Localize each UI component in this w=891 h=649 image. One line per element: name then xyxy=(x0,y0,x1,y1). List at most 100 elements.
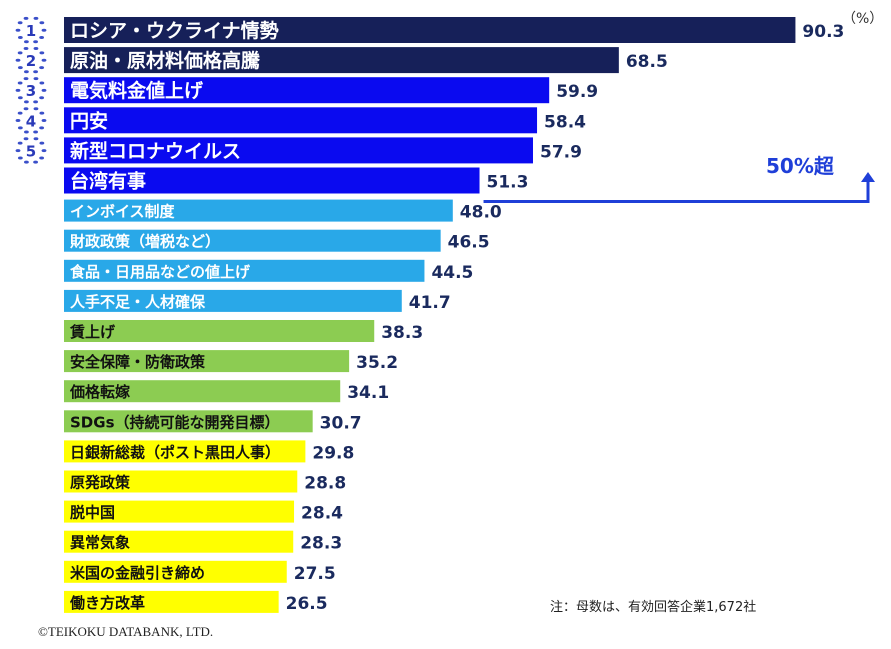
laurel-leaf xyxy=(33,70,38,74)
category-label: 円安 xyxy=(70,109,108,132)
bar xyxy=(64,137,533,164)
laurel-leaf xyxy=(23,47,29,51)
laurel-leaf xyxy=(33,47,39,51)
laurel-leaf xyxy=(39,81,45,85)
bars xyxy=(64,17,796,613)
category-labels: ロシア・ウクライナ情勢原油・原材料価格高騰電気料金値上げ円安新型コロナウイルス台… xyxy=(69,19,280,612)
rank-number: 1 xyxy=(26,22,36,40)
threshold-arrow xyxy=(483,172,875,203)
value-label: 27.5 xyxy=(294,564,336,584)
value-label: 57.9 xyxy=(540,142,582,162)
category-label: 台湾有事 xyxy=(70,170,146,193)
value-label: 46.5 xyxy=(448,233,490,253)
laurel-leaf xyxy=(33,77,39,81)
value-label: 48.0 xyxy=(460,203,502,223)
copyright-credit: ©TEIKOKU DATABANK, LTD. xyxy=(38,624,214,639)
rank-badge: 3 xyxy=(15,77,47,104)
laurel-leaf xyxy=(15,149,21,153)
category-label: 異常気象 xyxy=(70,534,130,552)
laurel-leaf xyxy=(15,88,21,92)
value-label: 51.3 xyxy=(487,173,529,193)
laurel-leaf xyxy=(39,156,45,160)
laurel-leaf xyxy=(39,36,45,40)
laurel-leaf xyxy=(15,119,21,123)
laurel-leaf xyxy=(41,28,47,32)
bar xyxy=(64,47,619,74)
category-label: 価格転嫁 xyxy=(69,383,130,401)
laurel-leaf xyxy=(17,66,23,70)
laurel-leaf xyxy=(17,36,23,40)
laurel-leaf xyxy=(17,96,23,100)
bar xyxy=(64,590,279,613)
value-label: 68.5 xyxy=(626,52,668,72)
unit-label: （%） xyxy=(842,11,884,27)
bar xyxy=(64,530,294,553)
laurel-leaf xyxy=(23,16,29,20)
value-labels: 90.3 68.5 59.9 58.4 57.9 51.3 48.0 46.5 44.5 41.7… xyxy=(286,22,845,614)
value-label: 59.9 xyxy=(556,82,598,102)
value-label: 35.2 xyxy=(356,353,398,373)
laurel-leaf xyxy=(24,100,29,104)
laurel-leaf xyxy=(33,137,39,141)
threshold-annotation: 50%超 xyxy=(766,154,835,178)
footnote: 注：母数は、有効回答企業1,672社 xyxy=(550,600,757,615)
arrow-line xyxy=(483,180,870,203)
laurel-leaf xyxy=(41,88,47,92)
category-label: 脱中国 xyxy=(70,504,115,522)
laurel-leaf xyxy=(17,156,23,160)
laurel-leaf xyxy=(39,126,45,130)
value-label: 28.3 xyxy=(300,534,342,554)
bar xyxy=(64,470,298,493)
bar xyxy=(64,350,350,373)
laurel-leaf xyxy=(17,21,23,25)
value-label: 30.7 xyxy=(320,413,362,433)
rank-badges: 1 2 3 4 5 xyxy=(15,16,47,164)
laurel-leaf xyxy=(17,51,23,55)
bar xyxy=(64,380,341,403)
category-label: ロシア・ウクライナ情勢 xyxy=(70,19,279,42)
rank-badge: 2 xyxy=(15,47,47,74)
laurel-leaf xyxy=(41,149,47,153)
laurel-leaf xyxy=(39,51,45,55)
category-label: 原発政策 xyxy=(70,474,131,492)
laurel-leaf xyxy=(39,21,45,25)
value-label: 58.4 xyxy=(544,112,586,132)
rank-badge: 4 xyxy=(15,107,47,134)
laurel-leaf xyxy=(41,119,47,123)
category-label: 食品・日用品などの値上げ xyxy=(70,263,251,281)
laurel-leaf xyxy=(33,40,38,44)
bar xyxy=(64,77,550,104)
laurel-leaf xyxy=(23,137,29,141)
bar xyxy=(64,167,480,194)
arrow-head xyxy=(861,172,875,182)
laurel-leaf xyxy=(33,16,39,20)
category-label: 新型コロナウイルス xyxy=(70,139,241,162)
bar xyxy=(64,229,441,252)
laurel-leaf xyxy=(33,100,38,104)
laurel-leaf xyxy=(15,58,21,62)
laurel-leaf xyxy=(33,160,38,164)
category-label: 電気料金値上げ xyxy=(70,79,204,102)
laurel-leaf xyxy=(33,130,38,134)
category-label: 米国の金融引き締め xyxy=(70,564,205,582)
bar xyxy=(64,259,425,282)
value-label: 34.1 xyxy=(347,383,389,403)
laurel-leaf xyxy=(41,58,47,62)
bar xyxy=(64,500,295,523)
laurel-leaf xyxy=(39,141,45,145)
value-label: 44.5 xyxy=(431,263,473,283)
value-label: 41.7 xyxy=(409,293,451,313)
bar xyxy=(64,199,453,222)
laurel-leaf xyxy=(33,107,39,111)
category-label: 日銀新総裁（ポスト黒田人事） xyxy=(70,443,280,461)
category-label: 働き方改革 xyxy=(69,594,145,612)
bar xyxy=(64,320,375,342)
laurel-leaf xyxy=(23,107,29,111)
value-label: 90.3 xyxy=(802,22,844,42)
laurel-leaf xyxy=(23,77,29,81)
bar xyxy=(64,410,313,433)
rank-badge: 5 xyxy=(15,137,47,164)
value-label: 28.8 xyxy=(304,474,346,494)
category-label: 賃上げ xyxy=(69,323,116,341)
